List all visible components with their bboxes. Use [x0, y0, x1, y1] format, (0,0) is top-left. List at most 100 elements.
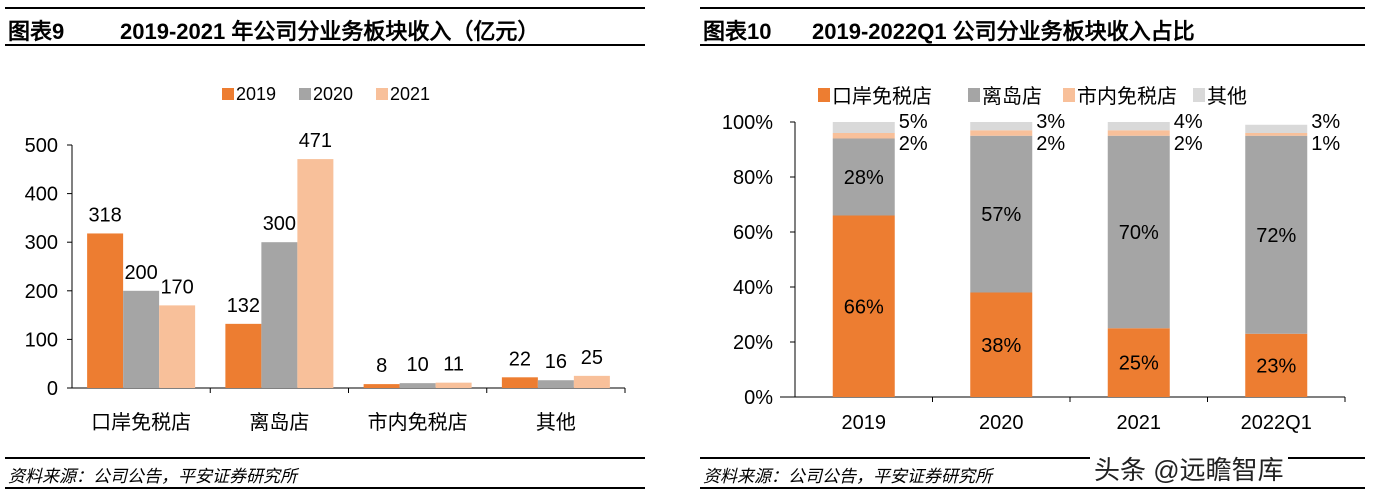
legend-label: 其他 — [1207, 85, 1247, 108]
legend-swatch — [1063, 88, 1075, 102]
stack-口岸免税店 — [1107, 328, 1170, 397]
bar-2021 — [573, 375, 610, 388]
revenue-bar-chart: 0100200300400500口岸免税店318200170离岛店1323004… — [25, 84, 626, 434]
data-label: 11 — [443, 354, 464, 376]
bar-2019 — [363, 384, 400, 388]
legend-label: 市内免税店 — [1077, 85, 1177, 108]
stack-市内免税店 — [832, 133, 895, 139]
legend-swatch — [968, 88, 980, 102]
data-label: 38% — [981, 335, 1021, 357]
data-label: 318 — [88, 204, 121, 226]
y-tick-label: 100% — [722, 112, 773, 134]
y-tick-label: 80% — [733, 167, 773, 189]
data-label: 2% — [1174, 133, 1203, 155]
legend-swatch — [1193, 88, 1205, 102]
x-tick-label: 市内免税店 — [368, 411, 468, 434]
revenue-share-stacked-chart: 0%20%40%60%80%100%201966%28%2%5%202038%5… — [722, 85, 1346, 434]
data-label: 23% — [1256, 355, 1296, 377]
bar-2021 — [297, 159, 334, 388]
data-label: 5% — [899, 111, 928, 133]
legend-label: 2019 — [236, 84, 276, 104]
left-source-bottom-rule — [5, 487, 645, 489]
legend-swatch — [376, 88, 388, 100]
right-chart-title: 2019-2022Q1 公司分业务板块收入占比 — [812, 19, 1195, 44]
bar-2020 — [123, 290, 160, 388]
stack-其他 — [832, 122, 895, 133]
x-tick-label: 2021 — [1117, 412, 1162, 434]
left-source: 资料来源：公司公告，平安证券研究所 — [8, 467, 297, 486]
watermark: 头条 @远瞻智库 — [1090, 450, 1288, 487]
stack-其他 — [1107, 122, 1170, 131]
data-label: 8 — [376, 355, 387, 377]
y-tick-label: 60% — [733, 222, 773, 244]
y-tick-label: 0% — [744, 387, 773, 409]
data-label: 471 — [299, 130, 332, 152]
y-tick-label: 100 — [25, 329, 58, 351]
data-label: 25 — [581, 347, 603, 369]
right-source-bottom-rule — [700, 487, 1365, 489]
stack-离岛店 — [1107, 135, 1170, 329]
data-label: 28% — [844, 167, 884, 189]
left-source-top-rule — [5, 457, 645, 459]
right-fig-label: 图表10 — [703, 19, 772, 44]
y-tick-label: 400 — [25, 184, 58, 206]
y-tick-label: 300 — [25, 232, 58, 254]
left-chart-title: 2019-2021 年公司分业务板块收入（亿元） — [120, 19, 540, 44]
stack-离岛店 — [970, 135, 1033, 293]
data-label: 300 — [263, 213, 296, 235]
data-label: 2% — [1036, 133, 1065, 155]
data-label: 3% — [1311, 111, 1340, 133]
x-tick-label: 口岸免税店 — [91, 411, 191, 434]
stack-离岛店 — [832, 138, 895, 216]
legend-label: 2021 — [390, 84, 430, 104]
bar-2021 — [159, 305, 196, 388]
stack-离岛店 — [1245, 135, 1308, 334]
legend-swatch — [222, 88, 234, 100]
bar-2020 — [261, 242, 298, 388]
bar-2019 — [501, 377, 538, 388]
bar-2020 — [537, 380, 574, 388]
stack-市内免税店 — [970, 130, 1033, 136]
data-label: 170 — [160, 276, 193, 298]
bar-2019 — [225, 323, 262, 388]
data-label: 3% — [1036, 111, 1065, 133]
right-title-bottom-rule — [700, 44, 1365, 46]
data-label: 4% — [1174, 111, 1203, 133]
bar-2019 — [87, 233, 124, 388]
x-tick-label: 其他 — [536, 411, 576, 434]
right-title-top-rule — [700, 7, 1365, 9]
data-label: 2% — [899, 133, 928, 155]
x-tick-label: 2020 — [979, 412, 1024, 434]
x-tick-label: 离岛店 — [249, 411, 309, 434]
stack-市内免税店 — [1245, 133, 1308, 136]
stack-口岸免税店 — [970, 292, 1033, 397]
stack-其他 — [1245, 124, 1308, 133]
legend-swatch — [818, 88, 830, 102]
left-title-top-rule — [5, 7, 645, 9]
y-tick-label: 0 — [47, 378, 58, 400]
data-label: 25% — [1119, 353, 1159, 375]
left-title-bottom-rule — [5, 44, 645, 46]
left-fig-label: 图表9 — [8, 19, 65, 44]
stack-口岸免税店 — [1245, 333, 1308, 397]
right-source: 资料来源：公司公告，平安证券研究所 — [703, 467, 992, 486]
x-tick-label: 2019 — [842, 412, 887, 434]
data-label: 200 — [124, 262, 157, 284]
bar-2020 — [399, 383, 436, 388]
data-label: 66% — [844, 296, 884, 318]
bar-2021 — [435, 382, 472, 388]
data-label: 10 — [407, 354, 429, 376]
x-tick-label: 2022Q1 — [1241, 412, 1312, 434]
y-tick-label: 500 — [25, 135, 58, 157]
data-label: 132 — [227, 295, 260, 317]
legend-label: 口岸免税店 — [832, 85, 932, 108]
data-label: 1% — [1311, 133, 1340, 155]
y-tick-label: 40% — [733, 277, 773, 299]
legend-label: 离岛店 — [982, 85, 1042, 108]
data-label: 70% — [1119, 222, 1159, 244]
data-label: 72% — [1256, 225, 1296, 247]
data-label: 57% — [981, 204, 1021, 226]
legend-label: 2020 — [313, 84, 353, 104]
y-tick-label: 20% — [733, 332, 773, 354]
data-label: 16 — [545, 351, 567, 373]
